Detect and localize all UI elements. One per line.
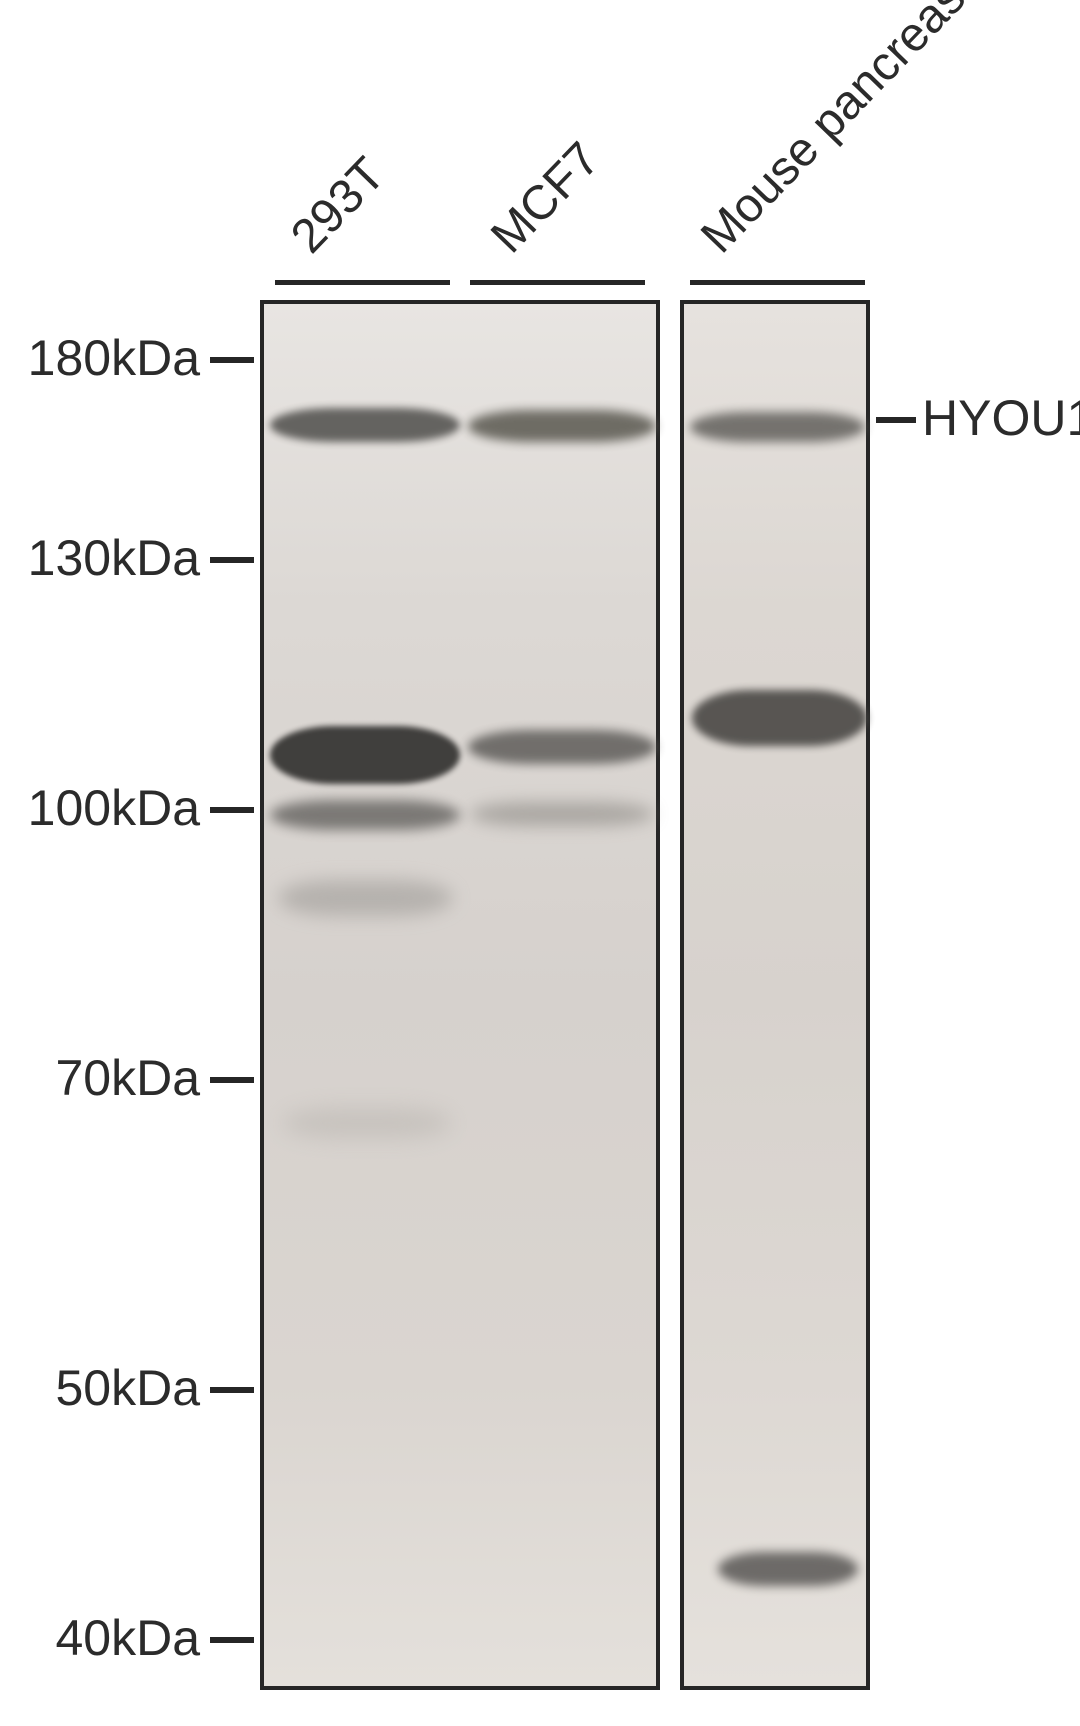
blot-band bbox=[270, 800, 460, 830]
blot-band bbox=[468, 730, 656, 764]
mw-label: 180kDa bbox=[28, 329, 200, 387]
protein-marker-tick bbox=[876, 417, 916, 423]
lane-underline bbox=[470, 280, 645, 285]
blot-membrane-bg bbox=[684, 304, 866, 1686]
blot-band bbox=[690, 412, 865, 442]
blot-band bbox=[470, 802, 654, 826]
blot-band bbox=[718, 1552, 858, 1586]
blot-panel-right bbox=[680, 300, 870, 1690]
blot-band bbox=[468, 410, 656, 442]
mw-tick bbox=[210, 357, 254, 363]
western-blot-figure: 293T MCF7 Mouse pancreas 180kDa 130kDa 100… bbox=[0, 0, 1080, 1726]
mw-label: 40kDa bbox=[55, 1609, 200, 1667]
protein-marker-label: HYOU1 bbox=[922, 389, 1080, 447]
mw-tick bbox=[210, 557, 254, 563]
mw-tick bbox=[210, 1077, 254, 1083]
blot-band bbox=[692, 690, 867, 746]
mw-tick bbox=[210, 1387, 254, 1393]
mw-label: 70kDa bbox=[55, 1049, 200, 1107]
lane-label-293t: 293T bbox=[280, 147, 396, 264]
mw-tick bbox=[210, 807, 254, 813]
mw-label: 130kDa bbox=[28, 529, 200, 587]
lane-underline bbox=[690, 280, 865, 285]
mw-label: 50kDa bbox=[55, 1359, 200, 1417]
lane-underline bbox=[275, 280, 450, 285]
lane-label-mcf7: MCF7 bbox=[480, 132, 610, 264]
blot-band bbox=[270, 408, 460, 442]
blot-panel-left bbox=[260, 300, 660, 1690]
lane-label-mouse-pancreas: Mouse pancreas bbox=[690, 0, 976, 264]
mw-label: 100kDa bbox=[28, 779, 200, 837]
blot-band bbox=[282, 1108, 452, 1138]
blot-membrane-bg bbox=[264, 304, 656, 1686]
blot-band bbox=[278, 880, 453, 916]
mw-tick bbox=[210, 1637, 254, 1643]
blot-band bbox=[270, 726, 460, 784]
